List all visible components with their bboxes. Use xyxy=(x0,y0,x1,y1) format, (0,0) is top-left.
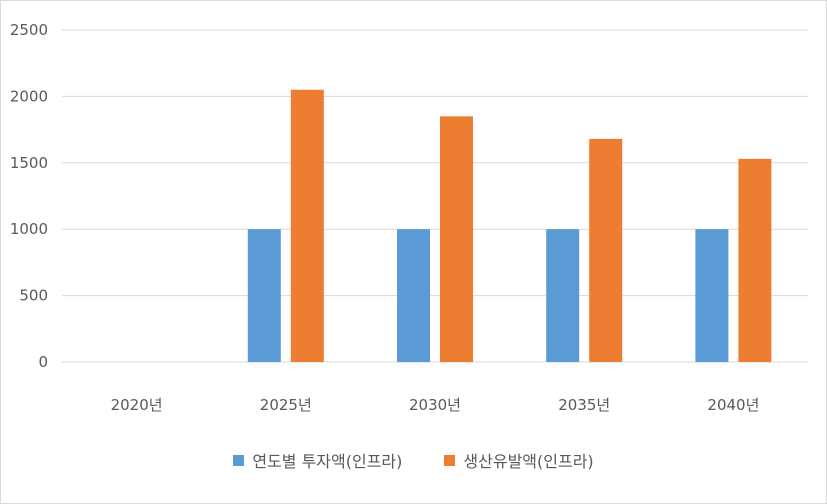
x-tick-label: 2035년 xyxy=(558,396,610,414)
legend-entry-production: 생산유발액(인프라) xyxy=(444,448,594,472)
bar-investment-3 xyxy=(546,229,580,362)
legend-swatch-investment xyxy=(233,454,245,466)
y-tick-label: 1500 xyxy=(10,154,48,172)
legend-swatch-production xyxy=(444,454,456,466)
bar-investment-2 xyxy=(397,229,430,362)
x-tick-label: 2020년 xyxy=(111,396,163,414)
y-axis-ticks: 0 500 1000 1500 2000 2500 xyxy=(10,21,48,371)
x-axis-ticks: 2020년 2025년 2030년 2035년 2040년 xyxy=(111,396,760,414)
y-tick-label: 2500 xyxy=(10,21,48,39)
bar-production-3 xyxy=(589,138,623,362)
y-tick-label: 2000 xyxy=(10,87,48,105)
bars xyxy=(247,89,772,362)
legend-entry-investment: 연도별 투자액(인프라) xyxy=(233,448,402,472)
x-tick-label: 2030년 xyxy=(409,396,461,414)
legend-label-production: 생산유발액(인프라) xyxy=(463,452,594,471)
y-tick-label: 0 xyxy=(38,353,48,371)
x-tick-label: 2025년 xyxy=(260,396,312,414)
bar-production-4 xyxy=(738,158,772,362)
bar-production-1 xyxy=(290,89,324,362)
y-tick-label: 1000 xyxy=(10,220,48,238)
bar-production-2 xyxy=(440,116,473,362)
legend-label-investment: 연도별 투자액(인프라) xyxy=(252,452,403,471)
y-tick-label: 500 xyxy=(19,287,48,305)
bar-investment-1 xyxy=(247,229,281,362)
bar-investment-4 xyxy=(695,229,729,362)
legend: 연도별 투자액(인프라) 생산유발액(인프라) xyxy=(0,448,827,472)
x-tick-label: 2040년 xyxy=(707,396,759,414)
bar-chart: 0 500 1000 1500 2000 2500 2020년 2025년 2030년 2035… xyxy=(10,21,808,414)
gridlines xyxy=(62,29,808,363)
